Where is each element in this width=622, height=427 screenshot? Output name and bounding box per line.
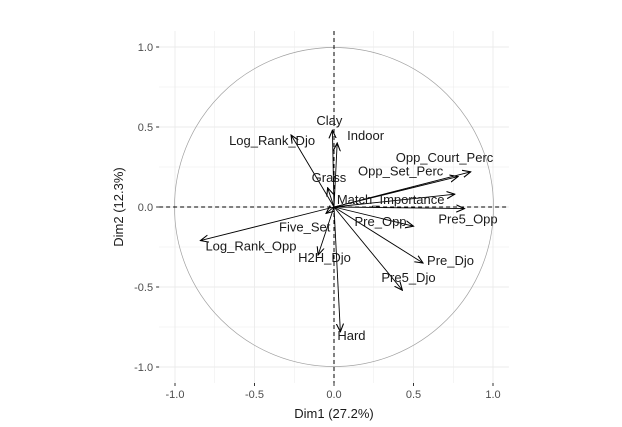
y-tick-label: -0.5	[134, 282, 153, 294]
label-five-set: Five_Set	[279, 219, 331, 234]
label-opp-court-perc: Opp_Court_Perc	[396, 150, 494, 165]
variable-arrows	[200, 130, 470, 332]
arrow-pre5-djo	[333, 206, 402, 290]
label-log-rank-opp: Log_Rank_Opp	[205, 239, 296, 254]
x-tick-label: 0.0	[326, 389, 341, 401]
label-grass: Grass	[312, 170, 347, 185]
y-tick-label: -1.0	[134, 362, 153, 374]
arrow-hard	[333, 206, 340, 332]
arrow-log-rank-opp	[200, 206, 335, 241]
label-clay: Clay	[316, 113, 343, 128]
x-tick-label: -1.0	[166, 389, 185, 401]
x-axis-ticks: -1.0 -0.5 0.0 0.5 1.0	[166, 383, 501, 401]
y-tick-label: 0.0	[138, 202, 153, 214]
arrow-pre-djo	[333, 206, 423, 263]
arrow-five-set	[326, 207, 334, 213]
x-tick-label: 1.0	[485, 389, 500, 401]
arrow-h2h-djo	[318, 206, 335, 255]
label-match-importance: Match_Importance	[337, 192, 445, 207]
x-tick-label: 0.5	[406, 389, 421, 401]
arrow-grass	[328, 188, 335, 208]
arrow-match-importance	[333, 194, 455, 208]
arrow-pre5-opp	[333, 207, 464, 209]
y-tick-label: 1.0	[138, 42, 153, 54]
arrow-indoor	[334, 143, 337, 208]
label-pre-opp: Pre_Opp	[355, 214, 407, 229]
label-log-rank-djo: Log_Rank_Djo	[229, 133, 315, 148]
arrow-pre-opp	[333, 206, 414, 226]
x-axis-title: Dim1 (27.2%)	[294, 406, 373, 421]
label-h2h-djo: H2H_Djo	[298, 250, 351, 265]
arrow-opp-set-perc	[333, 177, 458, 208]
y-axis-ticks: -1.0 -0.5 0.0 0.5 1.0	[134, 42, 160, 374]
label-hard: Hard	[337, 328, 365, 343]
label-opp-set-perc: Opp_Set_Perc	[358, 164, 444, 179]
y-tick-label: 0.5	[138, 122, 153, 134]
label-pre5-djo: Pre5_Djo	[381, 270, 435, 285]
label-pre-djo: Pre_Djo	[427, 253, 474, 268]
label-indoor: Indoor	[347, 128, 385, 143]
y-axis-title: Dim2 (12.3%)	[111, 167, 126, 246]
x-tick-label: -0.5	[245, 389, 264, 401]
label-pre5-opp: Pre5_Opp	[438, 212, 497, 227]
